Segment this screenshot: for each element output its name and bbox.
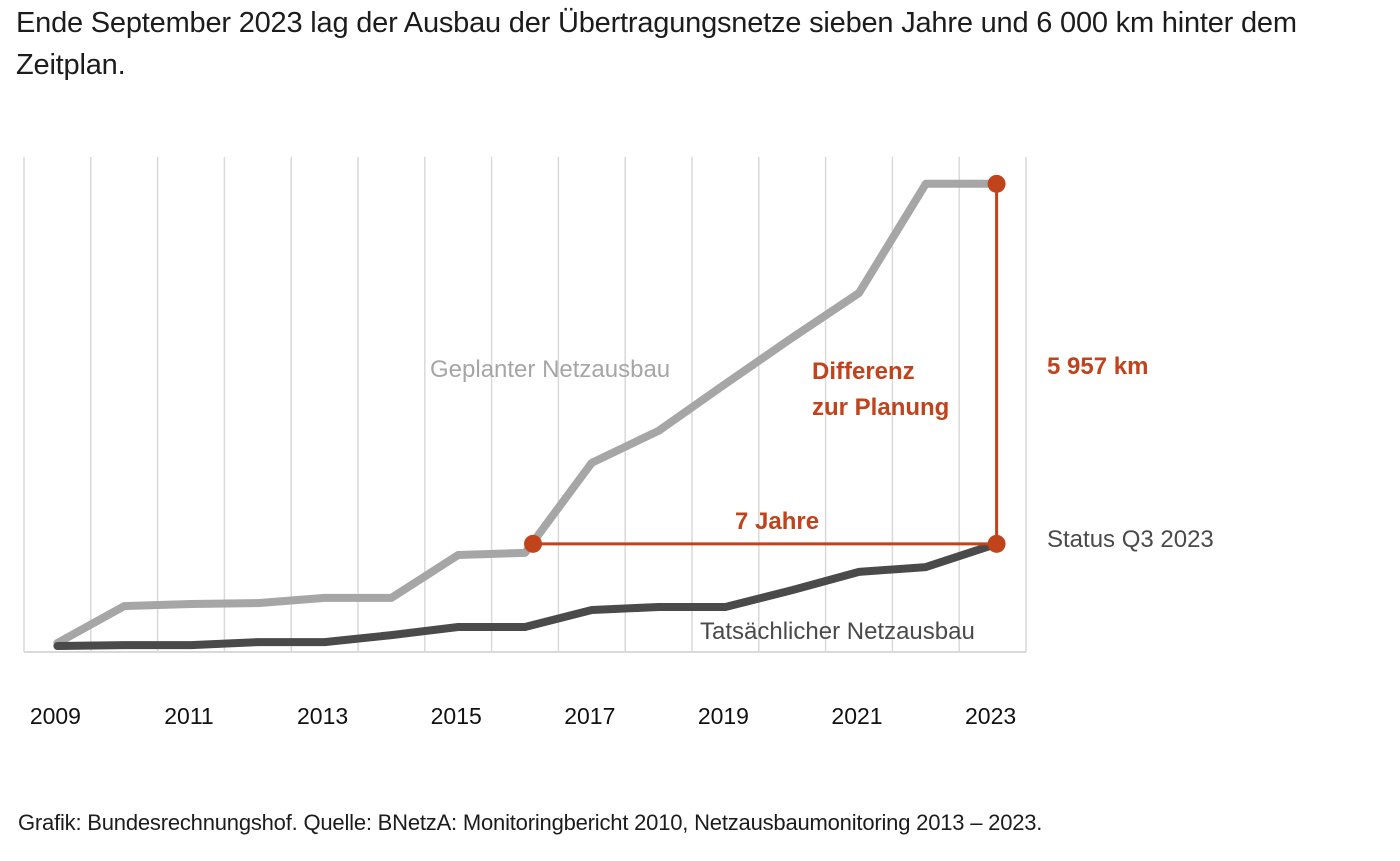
label-difference-line2: zur Planung xyxy=(812,394,949,421)
x-tick-label: 2021 xyxy=(831,703,882,729)
source-footer: Grafik: Bundesrechnungshof. Quelle: BNet… xyxy=(18,810,1043,835)
marker-planned-2016 xyxy=(524,534,543,553)
series-labels: Geplanter Netzausbau Tatsächlicher Netza… xyxy=(430,353,1214,645)
label-planned: Geplanter Netzausbau xyxy=(430,356,670,383)
x-tick-label: 2017 xyxy=(564,703,615,729)
label-gap-years: 7 Jahre xyxy=(735,508,819,535)
annotations xyxy=(524,174,1006,553)
chart-title: Ende September 2023 lag der Ausbau der Ü… xyxy=(16,7,1297,81)
marker-planned-2023 xyxy=(987,174,1006,193)
x-tick-label: 2023 xyxy=(965,703,1016,729)
planned-series-line xyxy=(53,179,1001,647)
label-difference-line1: Differenz xyxy=(812,358,915,385)
label-status: Status Q3 2023 xyxy=(1047,526,1214,553)
actual-series-line xyxy=(53,539,1001,650)
x-tick-label: 2015 xyxy=(431,703,482,729)
label-gap-km: 5 957 km xyxy=(1047,353,1148,380)
x-tick-label: 2019 xyxy=(698,703,749,729)
x-tick-label: 2009 xyxy=(30,703,81,729)
series-lines xyxy=(53,179,1001,650)
x-tick-label: 2013 xyxy=(297,703,348,729)
gridlines xyxy=(23,157,1027,653)
x-tick-label: 2011 xyxy=(164,703,213,729)
marker-actual-2023 xyxy=(987,534,1006,553)
label-actual: Tatsächlicher Netzausbau xyxy=(700,618,975,645)
x-axis-ticks: 2009 2011 2013 2015 2017 2019 2021 2023 xyxy=(30,703,1016,729)
